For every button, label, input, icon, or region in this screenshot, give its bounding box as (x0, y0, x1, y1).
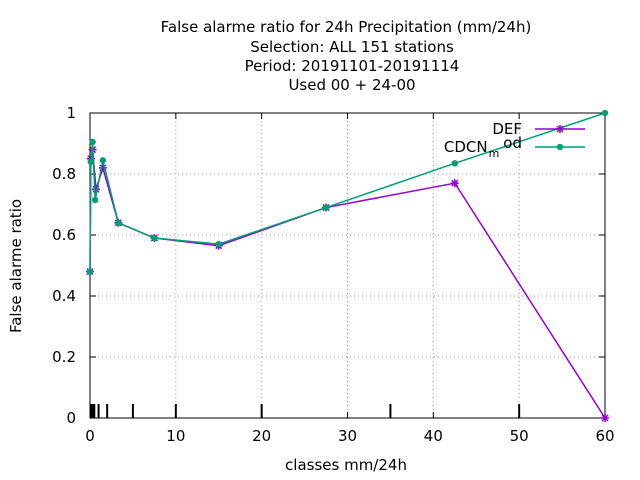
legend-label-cdcn-sub: m (489, 147, 500, 160)
series-0-point-9-d2 (451, 179, 459, 187)
series-1-point-8 (322, 204, 330, 211)
x-tick-label-0: 0 (85, 427, 95, 445)
series-1-point-2 (89, 138, 96, 146)
series-1 (86, 109, 609, 275)
series-1-point-1 (87, 158, 95, 165)
series-0-point-10-d2 (601, 414, 609, 422)
grid (90, 113, 605, 418)
class-boundary-marks (89, 404, 521, 418)
y-tick-label-3: 0.6 (52, 226, 76, 244)
y-tick-label-0: 0 (66, 409, 76, 427)
legend-marker-0-d2 (556, 125, 564, 133)
title-line-2: Selection: ALL 151 stations (250, 38, 454, 56)
x-tick-label-2: 20 (252, 427, 271, 445)
y-tick-label-1: 0.2 (52, 348, 76, 366)
series (86, 109, 609, 422)
legend: DEF CDCNmod (444, 120, 585, 160)
legend-label-def: DEF (492, 120, 522, 138)
x-axis-label: classes mm/24h (285, 456, 407, 474)
x-tick-label-3: 30 (338, 427, 357, 445)
title-line-3: Period: 20191101-20191114 (245, 57, 460, 75)
x-tick-label-6: 60 (595, 427, 614, 445)
chart-title: False alarme ratio for 24h Precipitation… (161, 18, 532, 94)
x-tick-label-5: 50 (510, 427, 529, 445)
series-1-point-5 (115, 219, 122, 226)
series-0 (86, 145, 609, 422)
y-tick-label-4: 0.8 (52, 165, 76, 183)
axis-ticks: 0 10 20 30 40 50 60 0 0.2 0.4 0.6 0.8 1 (52, 104, 614, 445)
series-1-point-3 (91, 196, 99, 204)
series-1-point-10 (601, 109, 609, 117)
legend-label-cdcn-main: CDCN (444, 138, 488, 156)
x-tick-label-1: 10 (166, 427, 185, 445)
series-1-point-0 (86, 268, 94, 275)
legend-label-cdcn: CDCNmod (444, 134, 522, 160)
y-tick-label-2: 0.4 (52, 287, 76, 305)
legend-marker-1 (556, 143, 564, 151)
legend-label-cdcn-tail: od (503, 134, 522, 152)
series-1-point-7 (215, 240, 222, 248)
title-line-1: False alarme ratio for 24h Precipitation… (161, 18, 532, 36)
series-1-point-4 (99, 157, 107, 164)
series-line-1 (89, 112, 606, 272)
y-axis-label: False alarme ratio (7, 199, 25, 333)
y-tick-label-5: 1 (66, 104, 76, 122)
series-1-point-9 (451, 160, 458, 167)
series-1-point-6 (151, 234, 158, 242)
x-tick-label-4: 40 (424, 427, 443, 445)
title-line-4: Used 00 + 24-00 (288, 76, 415, 94)
